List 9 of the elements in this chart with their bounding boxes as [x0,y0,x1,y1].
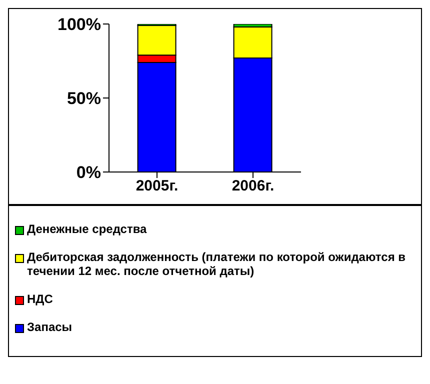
legend-label: Дебиторская задолженность (платежи по которой ожидаются в течении 12 мес. после отчетной даты) [27,250,407,278]
x-tick-label: 2005г. [136,178,178,195]
legend-label: Запасы [27,320,72,334]
y-tick-label: 50% [66,89,101,108]
x-tick-label: 2006г. [232,178,274,195]
y-tick-label: 0% [76,163,101,182]
y-tick-label: 100% [58,15,101,34]
legend-label: Денежные средства [27,222,147,236]
legend-label: НДС [27,292,53,306]
